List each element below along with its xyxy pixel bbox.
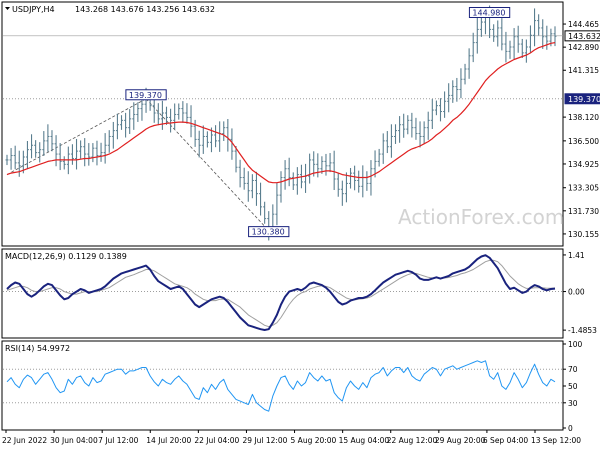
x-tick-label: 29 Aug 20:00	[435, 436, 486, 445]
macd-title: MACD(12,26,9) 0.1129 0.1389	[5, 252, 127, 261]
rsi-tick-label: 100	[568, 340, 583, 349]
swing-label-0-box	[125, 89, 167, 101]
macd-tick-label: 1.41	[568, 251, 585, 260]
rsi-panel	[3, 360, 563, 412]
price-tick-label: 144.465	[568, 20, 599, 29]
current-price-axis-label-box	[564, 30, 600, 42]
price-tick-label: 138.120	[568, 113, 599, 122]
swing-label-1: 130.380	[252, 228, 285, 237]
x-tick-label: 22 Jul 04:00	[194, 436, 239, 445]
x-tick-label: 7 Jul 12:00	[98, 436, 138, 445]
macd-line	[6, 254, 556, 331]
chart-title-symbol: USDJPY,H4	[12, 5, 55, 14]
price-tick-label: 134.925	[568, 160, 599, 169]
rsi-line	[6, 360, 556, 412]
x-tick-label: 5 Aug 20:00	[291, 436, 337, 445]
x-tick-label: 22 Jun 2022	[2, 436, 47, 445]
x-tick-label: 13 Sep 12:00	[531, 436, 581, 445]
rsi-tick-label: 70	[568, 365, 578, 374]
rsi-tick-label: 30	[568, 399, 578, 408]
chart-title-ohlc: 143.268 143.676 143.256 143.632	[75, 5, 215, 14]
price-panel: 139.370 130.380 144.980	[3, 5, 563, 241]
current-price-axis-label: 143.632	[568, 32, 600, 41]
x-tick-label: 30 Jun 04:00	[50, 436, 98, 445]
trend-line-0	[6, 98, 147, 175]
rsi-title: RSI(14) 54.9972	[5, 344, 70, 353]
x-tick-label: 15 Aug 04:00	[339, 436, 390, 445]
swing-label-1-box	[248, 226, 290, 238]
price-tick-label: 131.730	[568, 207, 599, 216]
x-tick-label: 6 Sep 04:00	[483, 436, 529, 445]
price-tick-label: 142.890	[568, 43, 599, 52]
rsi-tick-label: 0	[568, 424, 573, 433]
macd-signal-line	[6, 259, 556, 328]
macd-panel-frame	[1, 248, 564, 339]
swing-label-0: 139.370	[129, 91, 162, 100]
x-tick-label: 14 Jul 20:00	[146, 436, 191, 445]
swing-label-2: 144.980	[472, 8, 505, 17]
trend-line-1	[145, 98, 270, 231]
watermark: ActionForex.com	[398, 205, 564, 229]
level-axis-label: 139.370	[568, 95, 600, 104]
price-tick-label: 133.305	[568, 184, 599, 193]
price-tick-label: 136.500	[568, 137, 599, 146]
symbol-dropdown-icon[interactable]	[5, 7, 10, 10]
price-tick-label: 141.315	[568, 66, 599, 75]
axes: 130.155 131.730 133.305 134.925 136.500 138.1…	[2, 20, 600, 445]
level-axis-label-box	[564, 93, 600, 105]
macd-tick-label: 0.00	[568, 288, 585, 297]
price-tick-label: 130.155	[568, 230, 599, 239]
macd-tick-label: -1.4853	[568, 326, 597, 335]
moving-average-line	[6, 42, 556, 184]
rsi-tick-label: 50	[568, 382, 578, 391]
x-tick-label: 22 Aug 12:00	[387, 436, 438, 445]
rsi-panel-frame	[1, 340, 564, 431]
x-tick-label: 29 Jul 12:00	[242, 436, 287, 445]
macd-panel	[3, 254, 563, 331]
price-panel-frame	[1, 1, 564, 247]
swing-label-2-box	[468, 6, 511, 18]
